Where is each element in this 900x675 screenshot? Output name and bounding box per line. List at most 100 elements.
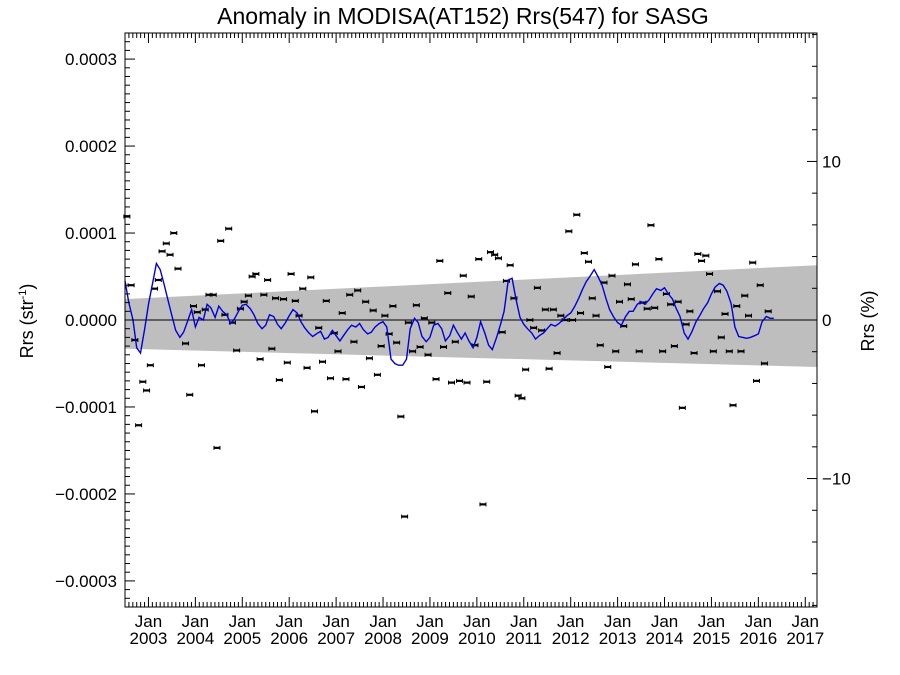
series-line [124, 261, 774, 366]
x-tick-label-month: Jan [698, 612, 725, 631]
data-point [623, 282, 631, 287]
data-point [494, 256, 502, 261]
x-tick-label-year: 2015 [693, 629, 731, 648]
data-point [463, 380, 471, 385]
data-point [412, 303, 420, 308]
data-point [436, 258, 444, 263]
data-point [612, 349, 620, 354]
y-right-tick-label: 10 [822, 152, 841, 171]
data-point [260, 292, 268, 297]
data-point [143, 388, 151, 393]
data-point [428, 320, 436, 325]
y-right-tick-label: −10 [822, 470, 851, 489]
x-tick-label-month: Jan [369, 612, 396, 631]
data-point [549, 307, 557, 312]
data-point [350, 339, 358, 344]
data-point [533, 285, 541, 290]
x-tick-label-month: Jan [651, 612, 678, 631]
x-tick-label-month: Jan [416, 612, 443, 631]
x-tick-label-month: Jan [322, 612, 349, 631]
plot-area: 0.0003 0.0002 0.0001 0.0000 −0.0001 −0.0002 −0… [55, 32, 851, 648]
data-point [170, 231, 178, 236]
data-point [733, 304, 741, 309]
y-left-tick-label: 0.0000 [65, 311, 117, 330]
data-point [182, 341, 190, 346]
data-point [604, 364, 612, 369]
data-point [588, 296, 596, 301]
data-point [717, 335, 725, 340]
data-point [272, 296, 280, 301]
data-point [737, 349, 745, 354]
data-point [240, 299, 248, 304]
data-point [596, 343, 604, 348]
data-point [670, 344, 678, 349]
y-left-tick-label: 0.0001 [65, 224, 117, 243]
x-tick-label-year: 2016 [739, 629, 777, 648]
data-point [643, 306, 651, 311]
data-point [725, 349, 733, 354]
data-point [491, 252, 499, 257]
x-tick-label-month: Jan [557, 612, 584, 631]
data-point [440, 344, 448, 349]
data-point [522, 367, 530, 372]
data-point [342, 377, 350, 382]
data-point [416, 344, 424, 349]
x-tick-label-year: 2013 [599, 629, 637, 648]
data-point [729, 403, 737, 408]
data-point [162, 241, 170, 246]
data-point [530, 325, 538, 330]
y-right-tick-label: 0 [822, 311, 831, 330]
data-point [698, 258, 706, 263]
x-tick-label-month: Jan [745, 612, 772, 631]
data-point [577, 311, 585, 316]
data-point [585, 259, 593, 264]
data-point [275, 378, 283, 383]
data-point [303, 365, 311, 370]
data-point [764, 309, 772, 314]
data-point [752, 378, 760, 383]
x-tick-label-year: 2009 [411, 629, 449, 648]
data-point [287, 271, 295, 276]
data-point [444, 291, 452, 296]
data-point [432, 377, 440, 382]
y-left-tick-label: −0.0003 [55, 572, 117, 591]
data-point [213, 445, 221, 450]
data-point [362, 299, 370, 304]
data-point [506, 263, 514, 268]
chart-title: Anomaly in MODISA(AT152) Rrs(547) for SA… [217, 3, 709, 29]
x-tick-label-month: Jan [604, 612, 631, 631]
y-left-tick-label: 0.0002 [65, 137, 117, 156]
data-point [307, 275, 315, 280]
x-tick-label-year: 2011 [505, 629, 542, 648]
data-point [702, 253, 710, 258]
data-point [749, 260, 757, 265]
data-point [256, 357, 264, 362]
data-point [397, 414, 405, 419]
data-point [393, 340, 401, 345]
data-point [299, 286, 307, 291]
data-point [541, 307, 549, 312]
data-point [217, 238, 225, 243]
x-tick-label-month: Jan [792, 612, 819, 631]
data-point [448, 380, 456, 385]
data-point [467, 294, 475, 299]
data-point [357, 384, 365, 389]
x-tick-label-year: 2003 [130, 629, 168, 648]
data-point [326, 376, 334, 381]
data-point [655, 257, 663, 262]
data-point [706, 271, 714, 276]
data-point [193, 310, 201, 315]
x-tick-label-year: 2004 [176, 629, 214, 648]
data-point [545, 366, 553, 371]
x-tick-label-month: Jan [510, 612, 537, 631]
data-point [315, 325, 323, 330]
data-point [682, 322, 690, 327]
data-point [741, 293, 749, 298]
x-tick-label-month: Jan [463, 612, 490, 631]
y-axis-left-label-text: Rrs (str [17, 299, 37, 358]
data-point [154, 277, 162, 282]
data-point [756, 283, 764, 288]
x-tick-label-year: 2007 [317, 629, 355, 648]
data-point [592, 313, 600, 318]
